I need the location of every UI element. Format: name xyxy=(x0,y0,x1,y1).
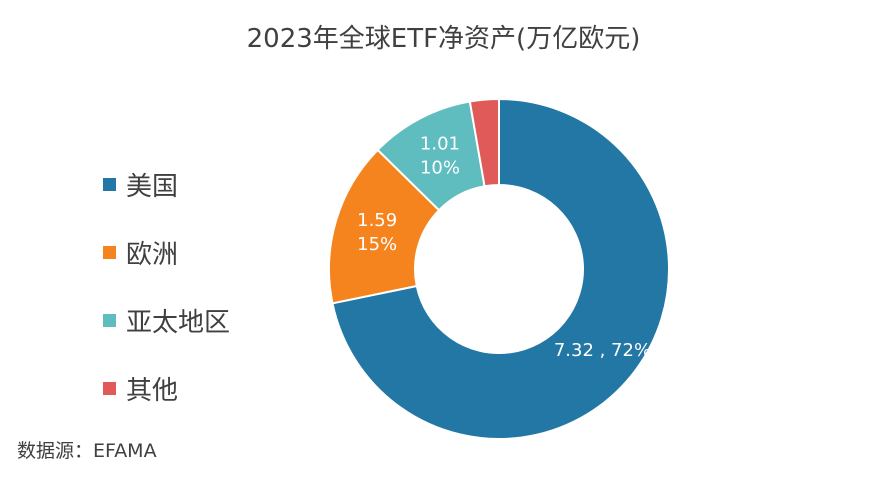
legend-swatch-asia-pacific xyxy=(103,313,116,327)
legend-label-usa: 美国 xyxy=(126,171,179,202)
slice-usa xyxy=(331,97,670,440)
data-label-asia-pacific-1: 10% xyxy=(420,158,460,179)
legend-item-europe: 欧洲 xyxy=(103,218,230,286)
data-label-europe-0: 1.59 xyxy=(357,210,397,231)
chart-title: 2023年全球ETF净资产(万亿欧元) xyxy=(246,24,641,54)
legend: 美国 欧洲 亚太地区 其他 xyxy=(103,150,230,422)
legend-swatch-usa xyxy=(103,177,116,191)
slice-other xyxy=(468,97,500,188)
legend-item-usa: 美国 xyxy=(103,150,230,218)
legend-label-europe: 欧洲 xyxy=(126,239,179,270)
data-label-usa-0: 7.32 , 72% xyxy=(554,340,651,361)
legend-label-asia-pacific: 亚太地区 xyxy=(126,307,231,338)
legend-swatch-europe xyxy=(103,245,116,259)
data-label-asia-pacific-0: 1.01 xyxy=(420,134,460,155)
legend-swatch-other xyxy=(103,381,116,395)
data-label-europe-1: 15% xyxy=(357,234,397,255)
legend-item-asia-pacific: 亚太地区 xyxy=(103,286,230,354)
legend-item-other: 其他 xyxy=(103,354,230,422)
legend-label-other: 其他 xyxy=(126,375,179,406)
slice-europe xyxy=(328,148,441,305)
source-note: 数据源：EFAMA xyxy=(17,440,157,462)
